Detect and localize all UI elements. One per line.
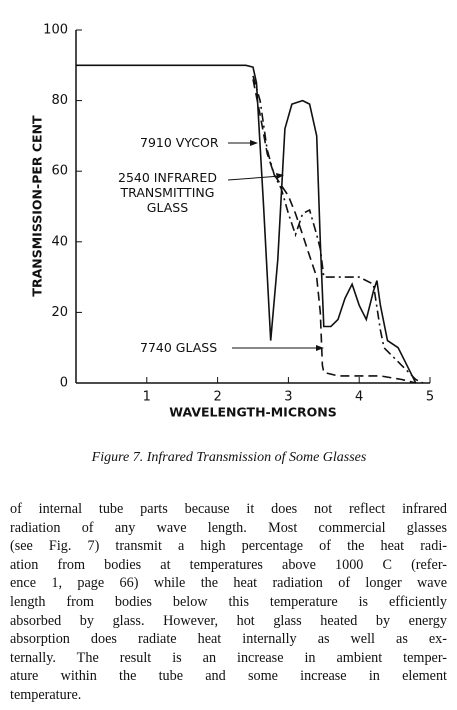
- y-tick-label: 40: [51, 234, 68, 249]
- x-axis-label: WAVELENGTH-MICRONS: [169, 405, 336, 420]
- series-line: [252, 79, 416, 384]
- text-line: ternally. The result is an increase in a…: [10, 649, 447, 666]
- chart: Figure 7. Infrared Transmission of Some …: [30, 23, 435, 466]
- series-label: 7740 GLASS: [140, 340, 218, 355]
- text-line: of internal tube parts because it does n…: [10, 501, 447, 517]
- x-tick-label: 1: [143, 390, 151, 405]
- y-tick-label: 60: [51, 164, 68, 179]
- x-tick-label: 2: [213, 390, 221, 405]
- x-tick-label: 5: [426, 390, 434, 405]
- series-line: [76, 64, 417, 384]
- text-line: ation from bodies at temperatures above …: [10, 556, 447, 573]
- arrow: [227, 175, 282, 181]
- arrowhead: [250, 140, 258, 146]
- text-line: radiation of any wave length. Most comme…: [10, 519, 447, 536]
- text-line: ature within the tube and some increase …: [10, 668, 447, 685]
- y-axis-label: TRANSMISSION-PER CENT: [30, 115, 45, 297]
- series-label: 2540 INFRARED TRANSMITTING GLASS: [118, 170, 217, 215]
- text-line: absorption does radiate heat internally …: [10, 631, 447, 648]
- x-tick-label: 4: [355, 390, 363, 405]
- y-tick-label: 100: [43, 23, 68, 38]
- body-text: of internal tube parts because it does n…: [10, 500, 447, 705]
- text-line: temperature.: [10, 686, 82, 703]
- figure-caption: Figure 7. Infrared Transmission of Some …: [91, 450, 367, 465]
- text-line: length from bodies below this temperatur…: [10, 593, 447, 610]
- y-tick-label: 80: [51, 93, 68, 108]
- x-tick-label: 3: [284, 390, 292, 405]
- arrowhead: [316, 345, 324, 351]
- text-line: (see Fig. 7) transmit a high percentage …: [10, 538, 447, 555]
- series-line: [252, 75, 424, 384]
- y-tick-label: 0: [60, 376, 68, 391]
- series-label: 7910 VYCOR: [140, 135, 219, 150]
- text-line: absorbed by glass. However, hot glass he…: [10, 612, 447, 629]
- y-tick-label: 20: [51, 305, 68, 320]
- text-line: ence 1, page 66) while the heat radiatio…: [10, 575, 447, 592]
